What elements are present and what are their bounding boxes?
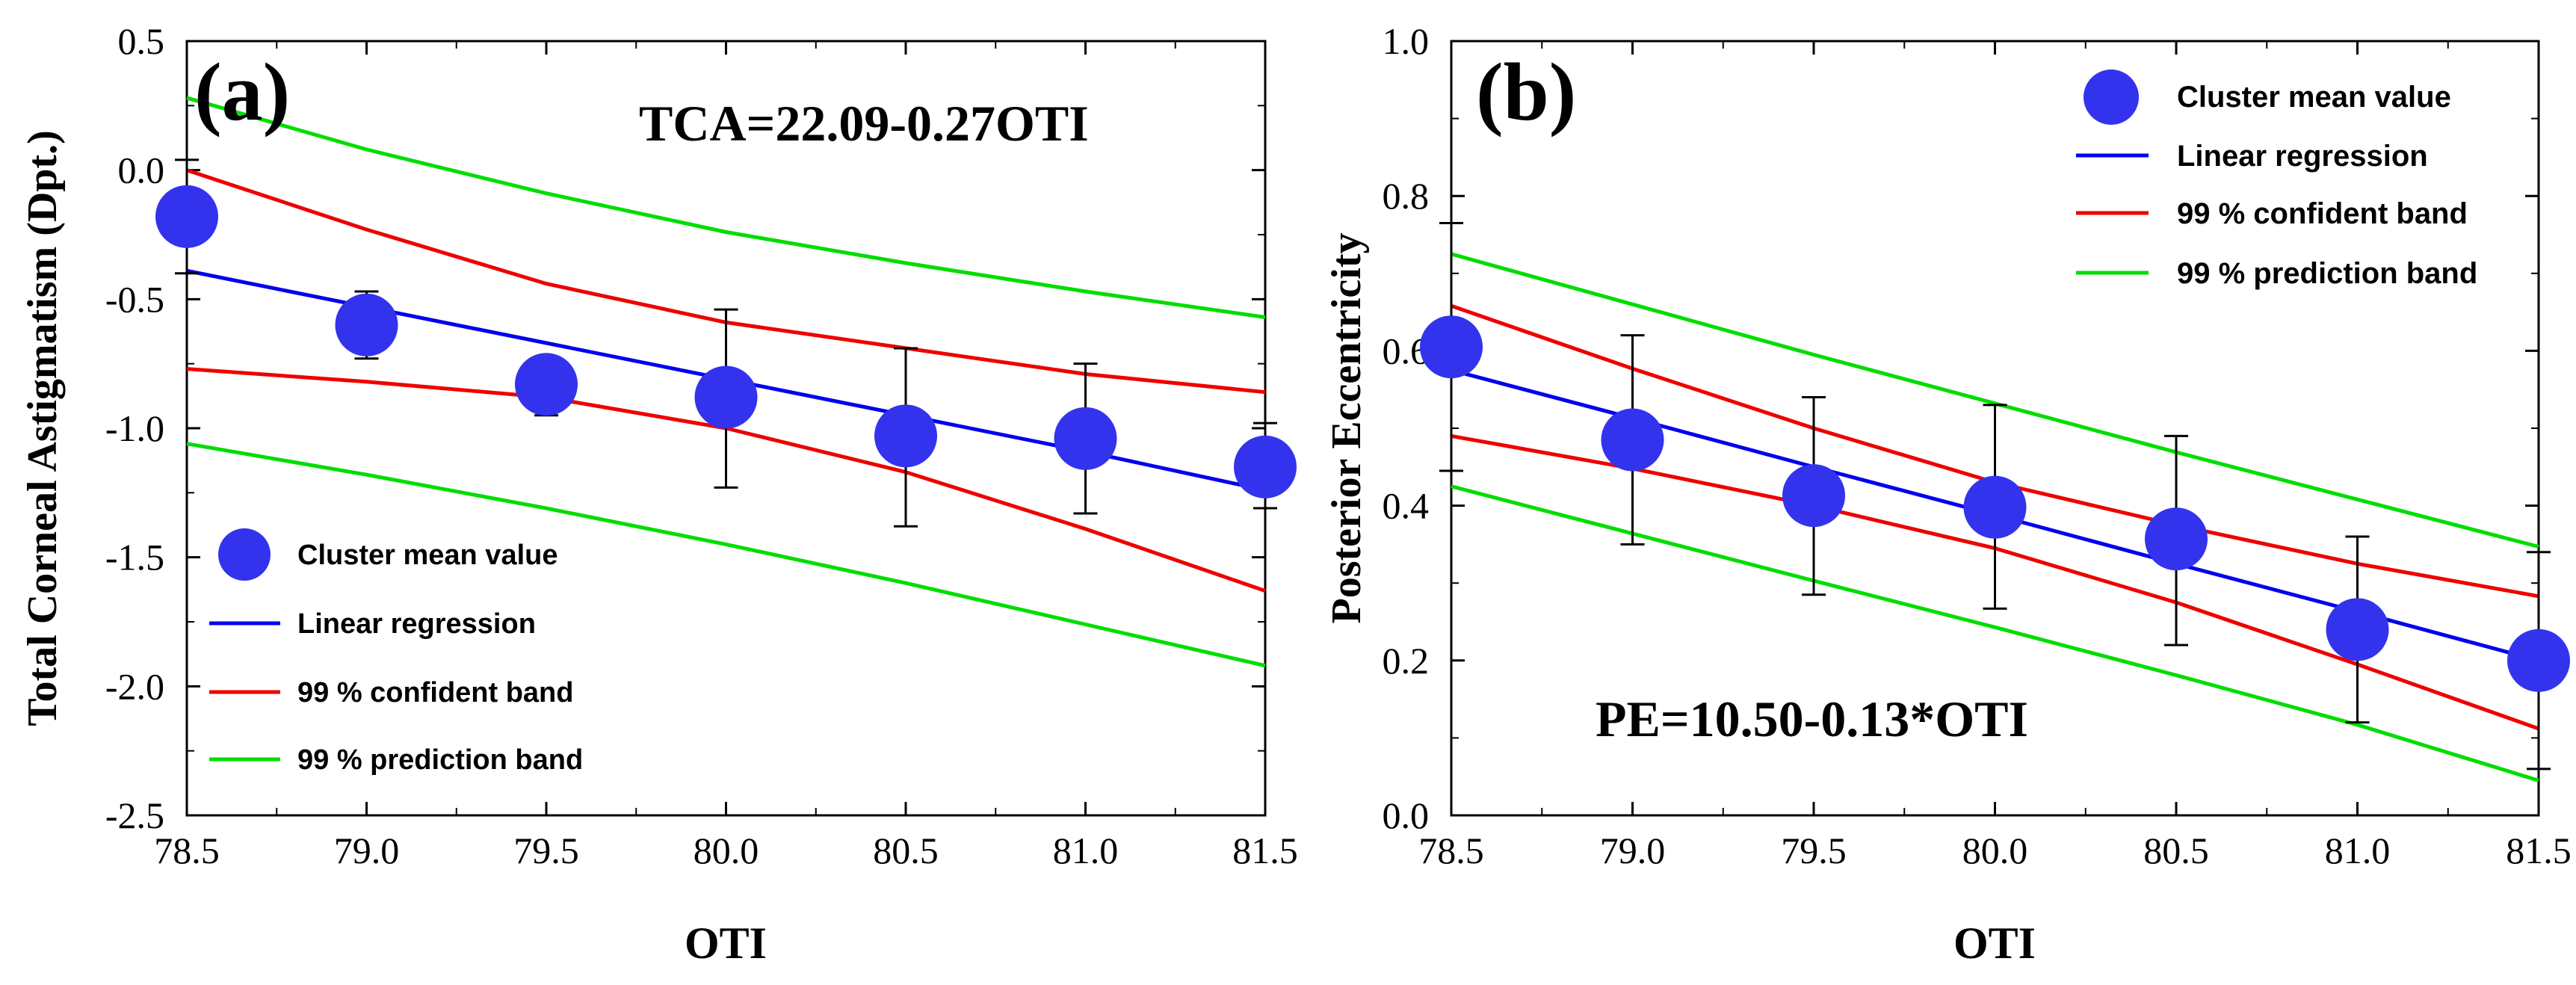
x-tick-label: 79.0 xyxy=(334,830,400,871)
legend-label-confidence-a: 99 % confident band xyxy=(297,677,573,708)
series-line-prediction-upper xyxy=(186,96,1266,319)
x-tick-label: 80.5 xyxy=(873,830,939,871)
cluster-mean-point xyxy=(1963,475,2027,539)
x-tick-label: 81.0 xyxy=(2325,830,2391,871)
x-tick-label: 79.5 xyxy=(1781,830,1847,871)
y-tick-label: 0.0 xyxy=(1383,794,1430,836)
y-tick-label: 0.8 xyxy=(1383,175,1430,217)
legend-label-points-b: Cluster mean value xyxy=(2177,81,2451,114)
y-tick-label: -1.0 xyxy=(105,407,164,449)
cluster-mean-point xyxy=(335,293,398,356)
cluster-mean-point xyxy=(1054,407,1117,470)
equation-a: TCA=22.09-0.27OTI xyxy=(639,95,1089,152)
y-tick-label: 0.4 xyxy=(1383,485,1430,527)
y-tick-label: -1.5 xyxy=(105,537,164,578)
x-tick-label: 78.5 xyxy=(1418,830,1484,871)
legend-label-regression-a: Linear regression xyxy=(297,608,536,640)
y-tick-label: 1.0 xyxy=(1383,20,1430,62)
x-tick-label: 80.5 xyxy=(2143,830,2209,871)
y-axis-label-b: Posterior Eccentricity xyxy=(1323,233,1370,624)
panel-a: 78.5 79.0 79.5 80.0 80.5 81.0 81.5 0.5 0.0 -0.5 -… xyxy=(19,20,1298,968)
series-line-prediction-upper xyxy=(1451,252,2539,549)
legend-label-prediction-b: 99 % prediction band xyxy=(2177,257,2477,290)
legend-label-prediction-a: 99 % prediction band xyxy=(297,744,583,776)
x-tick-label: 79.5 xyxy=(513,830,579,871)
panel-label-a: (a) xyxy=(194,46,290,138)
legend-label-points-a: Cluster mean value xyxy=(297,540,557,571)
panel-label-b: (b) xyxy=(1476,46,1576,138)
y-tick-label: -2.5 xyxy=(105,794,164,836)
cluster-mean-point xyxy=(874,404,937,468)
equation-b: PE=10.50-0.13*OTI xyxy=(1596,691,2028,747)
x-tick-label: 80.0 xyxy=(694,830,759,871)
panel-b: 78.5 79.0 79.5 80.0 80.5 81.0 81.5 1.00.80.60.… xyxy=(1323,20,2572,968)
legend-label-confidence-b: 99 % confident band xyxy=(2177,197,2468,230)
legend-label-regression-b: Linear regression xyxy=(2177,140,2428,173)
x-tick-label: 81.0 xyxy=(1053,830,1119,871)
y-tick-label: 0.5 xyxy=(118,20,165,62)
y-tick-label: 0.2 xyxy=(1383,640,1430,682)
legend-a: Cluster mean value Linear regression 99 … xyxy=(209,528,583,776)
data-points-a xyxy=(155,185,1297,498)
cluster-mean-point xyxy=(155,185,218,248)
x-tick-label: 79.0 xyxy=(1600,830,1666,871)
cluster-mean-point xyxy=(1782,464,1845,528)
x-tick-label: 78.5 xyxy=(154,830,220,871)
cluster-mean-point xyxy=(515,353,578,416)
series-line-prediction-lower xyxy=(186,442,1266,668)
legend-b: Cluster mean value Linear regression 99 … xyxy=(2076,70,2477,290)
y-tick-label: -2.0 xyxy=(105,665,164,707)
y-tick-label: -0.5 xyxy=(105,278,164,320)
x-axis-label-a: OTI xyxy=(685,918,767,968)
cluster-mean-point xyxy=(2145,507,2208,571)
y-tick-label: 0.0 xyxy=(118,149,165,191)
y-axis-label-a: Total Corneal Astigmatism (Dpt.) xyxy=(19,130,66,726)
y-axis-ticks-a: 0.5 0.0 -0.5 -1.0 -1.5 -2.0 -2.5 xyxy=(105,20,1265,836)
cluster-mean-point xyxy=(2507,629,2570,692)
data-points-b xyxy=(1420,315,2570,692)
legend-marker-points-b xyxy=(2084,70,2139,125)
x-axis-label-b: OTI xyxy=(1953,918,2036,968)
cluster-mean-point xyxy=(1601,408,1664,472)
cluster-mean-point xyxy=(1420,315,1483,379)
cluster-mean-point xyxy=(694,365,758,429)
x-tick-label: 80.0 xyxy=(1962,830,2028,871)
x-tick-label: 81.5 xyxy=(1232,830,1298,871)
cluster-mean-point xyxy=(1234,435,1297,498)
cluster-mean-point xyxy=(2326,598,2389,661)
x-axis-ticks-a: 78.5 79.0 79.5 80.0 80.5 81.0 81.5 xyxy=(154,41,1298,871)
legend-marker-points-a xyxy=(218,528,271,581)
x-tick-label: 81.5 xyxy=(2506,830,2572,871)
x-axis-ticks-b: 78.5 79.0 79.5 80.0 80.5 81.0 81.5 xyxy=(1418,41,2572,871)
